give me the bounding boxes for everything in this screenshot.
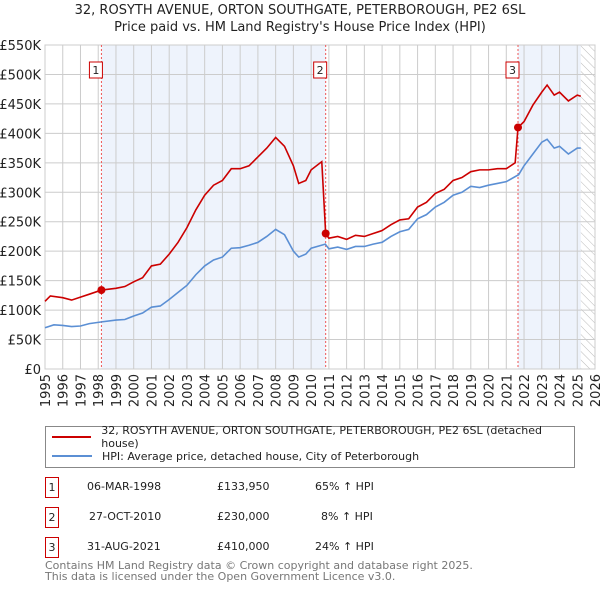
y-tick-label: £50K <box>8 334 42 349</box>
x-tick-label: 2010 <box>305 374 320 407</box>
legend: 32, ROSYTH AVENUE, ORTON SOUTHGATE, PETE… <box>45 424 575 468</box>
y-tick-label: £100K <box>0 304 41 319</box>
x-tick-label: 2017 <box>429 374 444 407</box>
sale-label: 2 <box>317 64 324 77</box>
legend-swatch <box>52 455 92 457</box>
x-tick-label: 1998 <box>92 374 107 407</box>
sale-label-box <box>88 61 103 79</box>
sale-number: 2 <box>45 507 59 528</box>
sale-date: 06-MAR-1998 <box>87 480 162 493</box>
sale-row: 3 31-AUG-2021 £410,000 24% ↑ HPI <box>45 537 445 558</box>
y-tick-label: £550K <box>0 39 41 54</box>
series-line <box>44 138 581 329</box>
x-tick-label: 2004 <box>199 374 214 407</box>
legend-label: HPI: Average price, detached house, City… <box>102 449 420 463</box>
footer-line: Contains HM Land Registry data © Crown c… <box>45 559 473 572</box>
sale-hpi: 65% ↑ HPI <box>315 480 374 493</box>
x-tick-label: 2016 <box>412 374 427 407</box>
x-tick-label: 1995 <box>39 374 54 407</box>
x-tick-label: 1996 <box>57 374 72 407</box>
sale-row: 2 27-OCT-2010 £230,000 8% ↑ HPI <box>45 507 445 528</box>
chart-title: 32, ROSYTH AVENUE, ORTON SOUTHGATE, PETE… <box>74 3 526 18</box>
y-tick-label: £0 <box>24 363 41 378</box>
x-tick-label: 2006 <box>234 374 249 407</box>
x-tick-label: 2021 <box>500 374 515 407</box>
x-tick-label: 2015 <box>394 374 409 407</box>
sale-point <box>514 123 522 132</box>
y-tick-label: £250K <box>0 216 41 231</box>
x-tick-label: 2001 <box>145 374 160 407</box>
sale-price: £133,950 <box>217 480 270 493</box>
x-tick-label: 2012 <box>341 374 356 407</box>
shaded-period <box>101 45 326 369</box>
sale-number: 1 <box>45 477 59 498</box>
x-tick-label: 2000 <box>128 374 143 407</box>
y-tick-label: £150K <box>0 275 41 290</box>
sale-label-box <box>313 61 328 79</box>
x-tick-label: 2023 <box>536 374 551 407</box>
x-tick-label: 2019 <box>465 374 480 407</box>
chart-subtitle: Price paid vs. HM Land Registry's House … <box>114 20 486 35</box>
x-tick-label: 2022 <box>518 374 533 407</box>
x-tick-label: 2003 <box>181 374 196 407</box>
legend-label: 32, ROSYTH AVENUE, ORTON SOUTHGATE, PETE… <box>101 424 542 450</box>
x-tick-label: 2014 <box>376 374 391 407</box>
sale-row: 1 06-MAR-1998 £133,950 65% ↑ HPI <box>45 477 445 498</box>
x-tick-label: 1997 <box>74 374 89 407</box>
footer-line: This data is licensed under the Open Gov… <box>45 570 396 583</box>
x-tick-label: 2002 <box>163 374 178 407</box>
legend-swatch <box>52 436 92 438</box>
sale-price: £230,000 <box>217 510 270 523</box>
x-tick-label: 2007 <box>252 374 267 407</box>
footer: Contains HM Land Registry data © Crown c… <box>45 560 473 582</box>
sale-date: 31-AUG-2021 <box>87 540 161 553</box>
x-tick-label: 2026 <box>589 374 600 407</box>
y-tick-label: £500K <box>0 68 41 83</box>
sale-label: 3 <box>509 64 516 77</box>
y-tick-label: £200K <box>0 245 41 260</box>
y-tick-label: £350K <box>0 157 41 172</box>
sale-number: 3 <box>45 537 59 558</box>
sale-label: 1 <box>92 64 99 77</box>
forecast-hatch <box>580 45 595 369</box>
y-tick-label: £450K <box>0 98 41 113</box>
x-tick-label: 2018 <box>447 374 462 407</box>
sale-label-box <box>505 61 520 79</box>
legend-item-property: 32, ROSYTH AVENUE, ORTON SOUTHGATE, PETE… <box>52 424 574 450</box>
sale-date: 27-OCT-2010 <box>89 510 162 523</box>
y-tick-label: £300K <box>0 186 41 201</box>
x-tick-label: 2013 <box>358 374 373 407</box>
y-tick-label: £400K <box>0 127 41 142</box>
x-tick-label: 1999 <box>110 374 125 407</box>
x-tick-label: 2024 <box>554 374 569 407</box>
x-tick-label: 2025 <box>571 374 586 407</box>
x-tick-label: 2011 <box>323 374 338 407</box>
x-tick-label: 2020 <box>483 374 498 407</box>
x-tick-label: 2005 <box>216 374 231 407</box>
sale-point <box>97 286 106 295</box>
x-tick-label: 2008 <box>270 374 285 407</box>
sale-hpi: 24% ↑ HPI <box>315 540 374 553</box>
price-chart: £0 £50K £100K £150K £200K £250K £300K £350K £400… <box>0 39 600 407</box>
sale-hpi: 8% ↑ HPI <box>321 510 373 523</box>
shaded-period <box>518 45 581 369</box>
legend-item-hpi: HPI: Average price, detached house, City… <box>52 447 419 465</box>
x-tick-label: 2009 <box>287 374 302 407</box>
plot-border <box>44 44 596 370</box>
sale-price: £410,000 <box>217 540 270 553</box>
sale-point <box>321 229 330 238</box>
